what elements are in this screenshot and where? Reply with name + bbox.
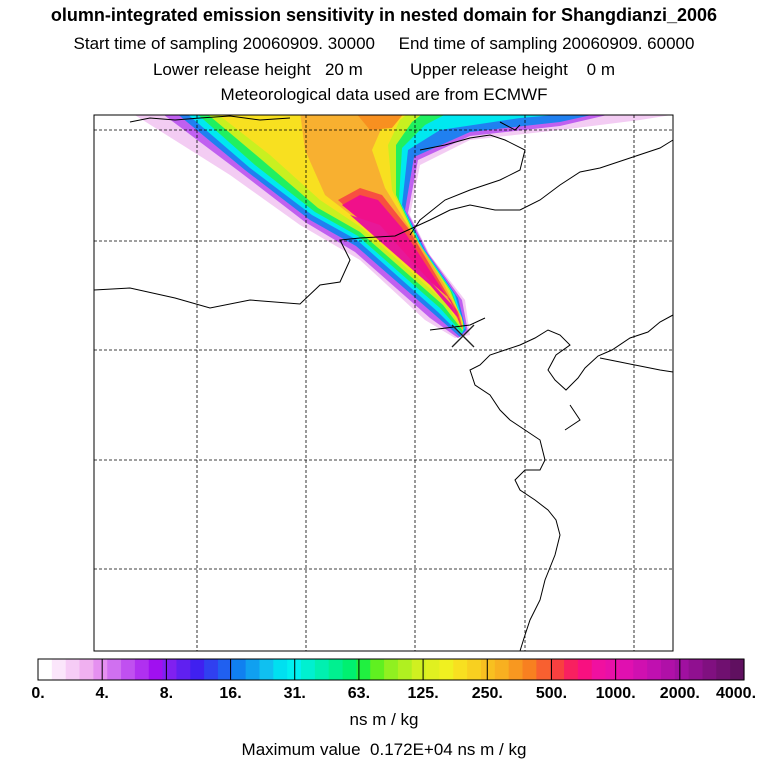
colorbar-tick-label: 16. bbox=[219, 685, 242, 702]
colorbar-swatch bbox=[121, 659, 136, 680]
maximum-value-label: Maximum value 0.172E+04 ns m / kg bbox=[241, 740, 527, 759]
plume-band-63 bbox=[198, 115, 464, 333]
colorbar-swatch bbox=[134, 659, 150, 680]
colorbar-frame bbox=[37, 658, 745, 681]
colorbar-swatch bbox=[605, 659, 621, 680]
colorbar-swatch bbox=[231, 659, 247, 680]
release-height-line: Lower release height 20 m Upper release … bbox=[152, 60, 616, 79]
plume-upper-orange bbox=[357, 115, 403, 130]
colorbar-tick-label: 250. bbox=[471, 685, 503, 702]
colorbar-swatch bbox=[356, 659, 371, 680]
plot-title: olumn-integrated emission sensitivity in… bbox=[50, 5, 718, 25]
colorbar-tick-label: 125. bbox=[407, 685, 439, 702]
sampling-time-line: Start time of sampling 20060909. 30000 E… bbox=[73, 34, 695, 53]
colorbar-swatch bbox=[453, 659, 468, 680]
coastlines bbox=[93, 115, 674, 652]
colorbar-swatch bbox=[494, 659, 510, 680]
colorbar-swatch bbox=[384, 659, 399, 680]
graticule bbox=[94, 115, 673, 651]
colorbar-swatch bbox=[480, 659, 496, 680]
colorbar-tick-label: 2000. bbox=[659, 685, 700, 702]
colorbar-unit-label: ns m / kg bbox=[349, 710, 419, 729]
colorbar-swatch bbox=[536, 659, 551, 680]
colorbar-swatch bbox=[79, 659, 94, 680]
colorbar-swatch bbox=[716, 659, 731, 680]
colorbar-swatch bbox=[301, 659, 316, 680]
colorbar-swatch bbox=[702, 659, 717, 680]
colorbar-swatch bbox=[508, 659, 524, 680]
colorbar-swatch bbox=[217, 659, 233, 680]
colorbar-swatch bbox=[647, 659, 662, 680]
colorbar-tick-label: 4000. bbox=[715, 685, 757, 702]
colorbar-swatch bbox=[550, 659, 565, 680]
colorbar-swatch bbox=[591, 659, 607, 680]
colorbar-tick-label: 0. bbox=[31, 685, 45, 702]
colorbar-swatch bbox=[245, 659, 261, 680]
map-frame bbox=[93, 114, 674, 652]
colorbar-swatch bbox=[107, 659, 122, 680]
colorbar-swatch bbox=[51, 659, 67, 680]
colorbar-swatch bbox=[273, 659, 288, 680]
colorbar-swatch bbox=[674, 659, 690, 680]
colorbar-swatch bbox=[467, 659, 482, 680]
colorbar-tick-label: 4. bbox=[95, 685, 109, 702]
colorbar-tick-label: 31. bbox=[283, 685, 306, 702]
colorbar-swatch bbox=[93, 659, 108, 680]
met-data-line: Meteorological data used are from ECMWF bbox=[220, 85, 548, 104]
colorbar-tick-label: 500. bbox=[535, 685, 568, 702]
colorbar bbox=[38, 659, 745, 680]
colorbar-tick-label: 63. bbox=[347, 685, 371, 702]
plume-layer bbox=[134, 115, 672, 338]
colorbar-swatch bbox=[577, 659, 593, 680]
colorbar-swatch bbox=[688, 659, 704, 680]
station-marker bbox=[451, 324, 475, 348]
colorbar-swatch bbox=[730, 659, 745, 680]
colorbar-tick-label: 8. bbox=[159, 685, 174, 702]
colorbar-swatch bbox=[38, 659, 53, 680]
colorbar-swatch bbox=[259, 659, 274, 680]
colorbar-swatch bbox=[633, 659, 648, 680]
colorbar-swatch bbox=[425, 659, 441, 680]
colorbar-swatch bbox=[564, 659, 579, 680]
colorbar-swatch bbox=[397, 659, 413, 680]
colorbar-swatch bbox=[328, 659, 344, 680]
colorbar-tick-label: 1000. bbox=[595, 685, 636, 702]
colorbar-swatch bbox=[370, 659, 385, 680]
colorbar-swatch bbox=[660, 659, 676, 680]
colorbar-swatch bbox=[65, 659, 81, 680]
colorbar-swatch bbox=[619, 659, 634, 680]
colorbar-swatch bbox=[439, 659, 454, 680]
colorbar-swatch bbox=[314, 659, 330, 680]
colorbar-swatch bbox=[342, 659, 357, 680]
colorbar-swatch bbox=[162, 659, 178, 680]
colorbar-swatch bbox=[176, 659, 191, 680]
colorbar-swatch bbox=[190, 659, 205, 680]
colorbar-swatch bbox=[148, 659, 164, 680]
colorbar-swatch bbox=[411, 659, 427, 680]
colorbar-swatch bbox=[522, 659, 537, 680]
colorbar-swatch bbox=[204, 659, 219, 680]
